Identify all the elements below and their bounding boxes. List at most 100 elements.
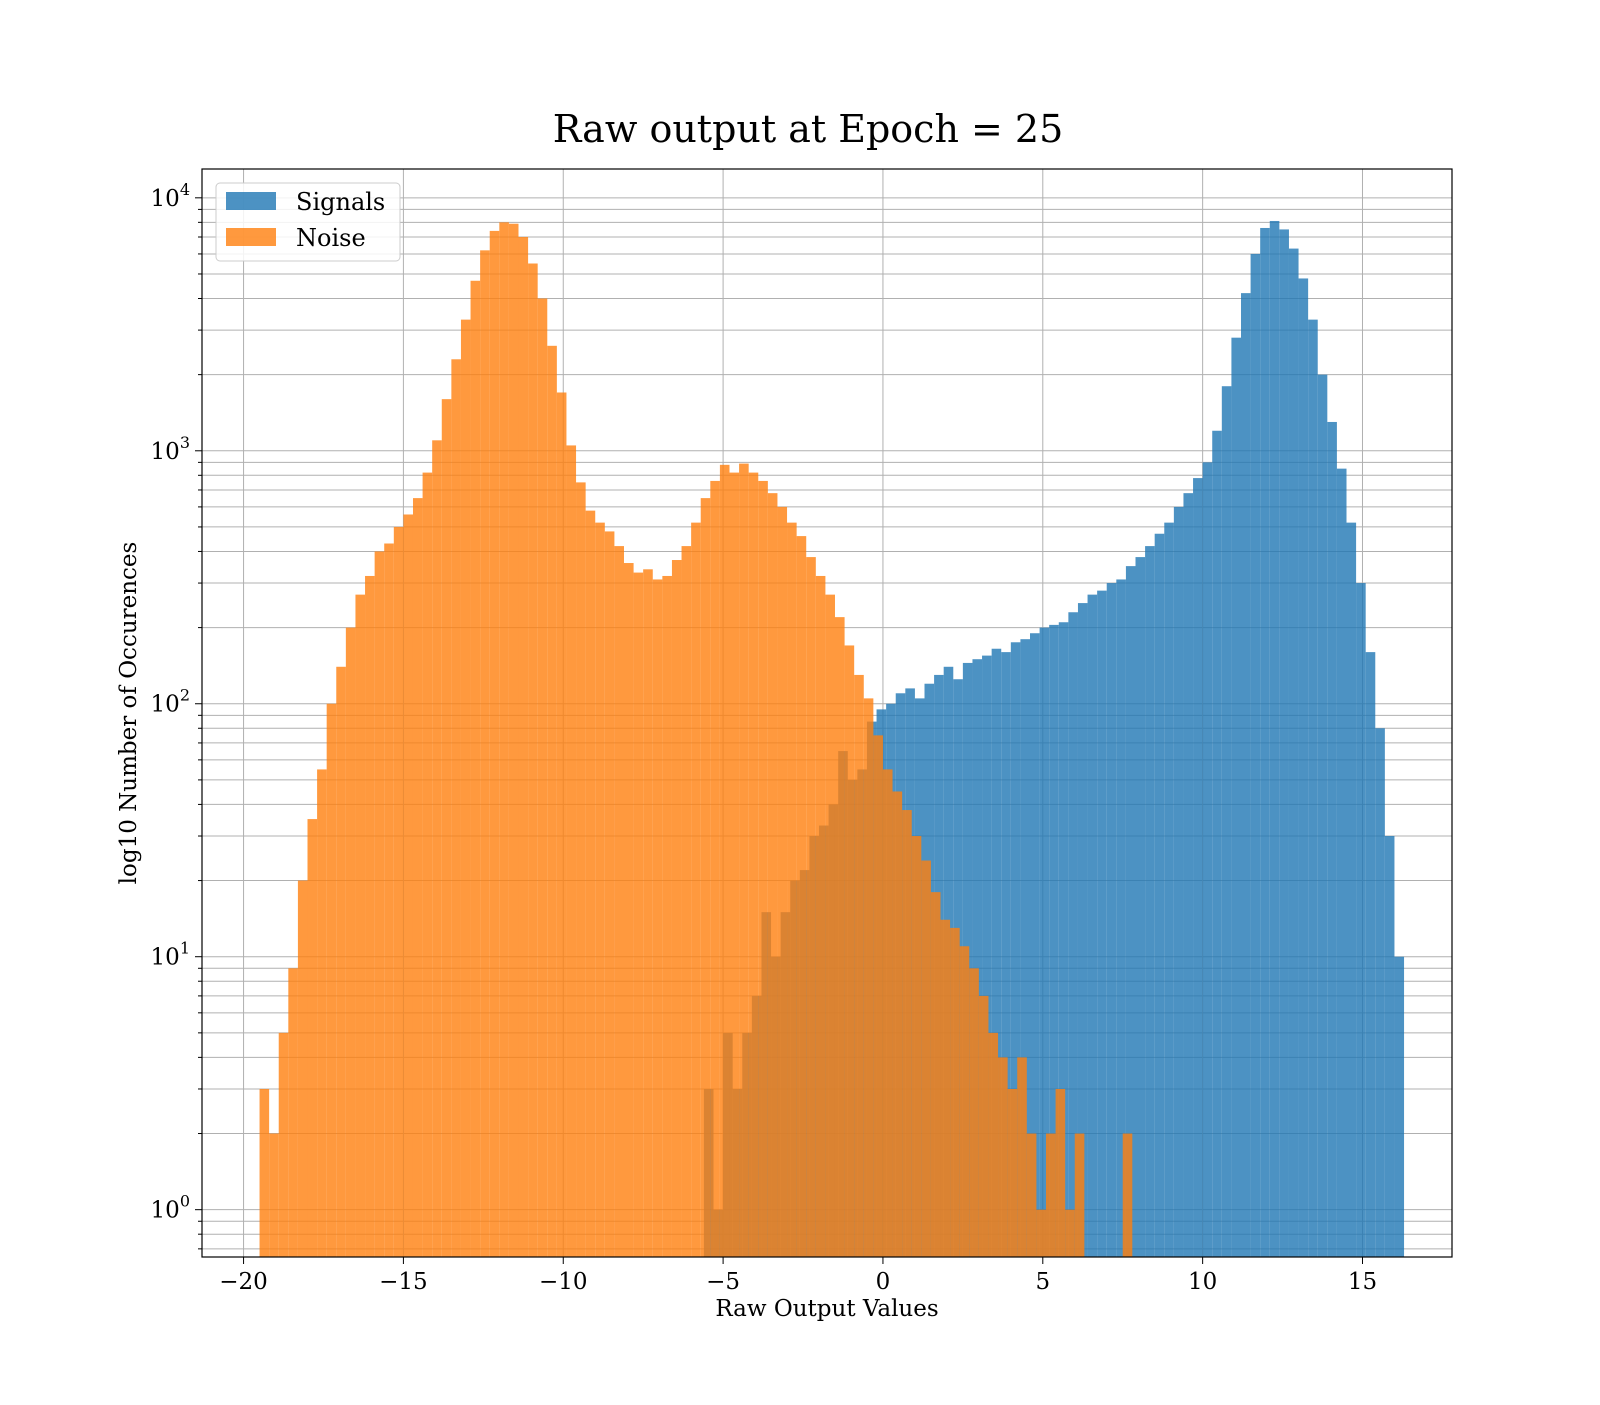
bar-noise [288,968,298,1257]
y-tick-label: 102 [151,686,190,718]
bar-signals [1145,546,1155,1257]
bar-noise [336,666,346,1257]
series-noise [259,222,1133,1258]
bar-noise [834,617,845,1257]
bar-noise [307,819,318,1257]
bar-noise [758,480,768,1257]
bar-noise [470,280,481,1258]
bar-signals [1346,522,1357,1257]
bar-noise [345,627,356,1257]
bar-signals [1097,590,1107,1257]
y-tick-label: 103 [151,433,190,465]
bar-noise [508,223,519,1257]
y-tick-exponent: 0 [180,1192,190,1211]
bar-noise [1122,1133,1133,1257]
bar-noise [796,536,807,1257]
bar-signals [1001,652,1011,1257]
bar-signals [1212,430,1222,1257]
bar-signals [991,648,1002,1257]
bar-noise [499,222,509,1258]
bar-noise [710,480,720,1257]
bar-noise [662,575,672,1257]
bar-noise [902,810,912,1257]
bar-signals [1202,462,1213,1257]
bar-noise [604,531,615,1257]
x-tick-label: 15 [1348,1269,1377,1295]
bar-signals [1125,566,1136,1257]
bar-signals [1260,227,1270,1257]
bar-noise [384,543,394,1257]
bar-noise [566,445,577,1257]
bar-noise [259,1088,270,1257]
bar-noise [489,230,500,1257]
bar-noise [767,493,778,1258]
bar-noise [978,995,989,1257]
bar-noise [1055,1088,1066,1257]
legend-label-noise: Noise [296,224,366,252]
legend-swatch-signals [226,192,276,210]
bar-signals [982,655,992,1257]
bar-noise [854,674,864,1257]
y-tick-base: 10 [151,1198,180,1224]
bar-noise [671,560,682,1257]
bar-noise [365,575,375,1257]
bar-noise [911,836,922,1257]
bar-noise [422,472,433,1257]
chart-title: Raw output at Epoch = 25 [553,107,1064,151]
x-axis-label: Raw Output Values [715,1296,938,1322]
bar-signals [1010,642,1021,1257]
bar-noise [652,579,663,1257]
y-tick-exponent: 4 [180,180,190,199]
bar-noise [614,546,624,1257]
bar-noise [892,791,903,1257]
bar-noise [623,563,634,1257]
bar-signals [1394,956,1405,1257]
y-tick-base: 10 [151,945,180,971]
bar-signals [1317,374,1328,1257]
bar-signals [1250,253,1261,1257]
y-tick-label: 100 [151,1192,190,1224]
bar-noise [787,522,797,1257]
bar-signals [1116,579,1126,1257]
bar-noise [355,594,366,1257]
bar-noise [1036,1209,1046,1257]
legend: Signals Noise [215,182,401,262]
bar-noise [576,482,586,1258]
bar-noise [930,892,941,1257]
bar-noise [643,569,653,1257]
x-tick-label: −15 [379,1269,428,1295]
bar-noise [739,463,749,1257]
bar-noise [537,298,548,1257]
y-tick-label: 101 [151,939,190,971]
bar-signals [1241,293,1251,1257]
bar-signals [1193,478,1203,1257]
x-tick-label: −10 [539,1269,588,1295]
bar-noise [518,237,529,1258]
bar-noise [1045,1133,1056,1257]
y-tick-base: 10 [151,439,180,465]
legend-label-signals: Signals [296,188,385,216]
bars [259,220,1405,1258]
bar-signals [1173,506,1184,1257]
bar-noise [940,919,951,1257]
bar-noise [998,1057,1008,1257]
bar-noise [748,472,759,1257]
bar-signals [1154,533,1165,1257]
bar-signals [1039,627,1050,1257]
bar-signals [1279,229,1289,1258]
bar-signals [1308,319,1318,1257]
bar-signals [1231,337,1242,1258]
bar-noise [719,464,730,1257]
bar-noise [585,510,596,1257]
bar-noise [432,440,442,1257]
x-tick-label: 10 [1188,1269,1217,1295]
bar-noise [1026,1133,1037,1257]
bar-signals [1049,624,1059,1257]
bar-noise [556,392,567,1257]
bar-signals [1020,639,1031,1257]
bar-noise [681,546,692,1257]
y-tick-base: 10 [151,186,180,212]
bar-signals [1164,522,1174,1257]
